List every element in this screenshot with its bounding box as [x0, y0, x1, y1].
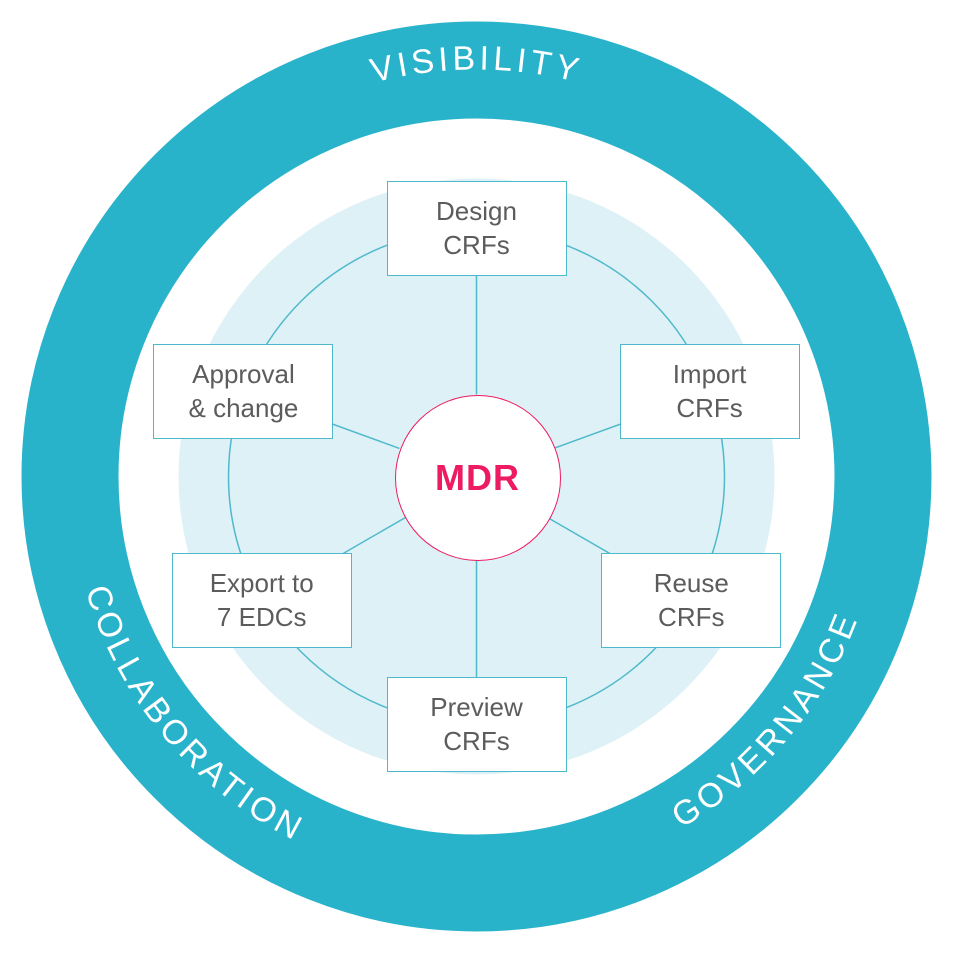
feature-box: Reuse CRFs — [601, 553, 781, 648]
feature-box-text: Export to 7 EDCs — [210, 567, 314, 635]
feature-box-text: Preview CRFs — [430, 691, 522, 759]
feature-box-text: Reuse CRFs — [654, 567, 729, 635]
feature-box: Export to 7 EDCs — [172, 553, 352, 648]
feature-box-line2: CRFs — [443, 726, 509, 756]
feature-box: Import CRFs — [620, 344, 800, 439]
feature-box-text: Approval & change — [189, 358, 299, 426]
feature-box-line1: Design — [436, 196, 517, 226]
hub-circle: MDR — [395, 395, 561, 561]
feature-box: Approval & change — [153, 344, 333, 439]
diagram-container: VISIBILITYGOVERNANCECOLLABORATION MDRDes… — [0, 0, 953, 953]
feature-box-line2: CRFs — [676, 393, 742, 423]
feature-box-line1: Preview — [430, 692, 522, 722]
hub-label: MDR — [435, 457, 520, 499]
feature-box-text: Import CRFs — [673, 358, 747, 426]
feature-box-line1: Approval — [192, 359, 295, 389]
feature-box-line1: Import — [673, 359, 747, 389]
feature-box: Design CRFs — [387, 181, 567, 276]
feature-box-line2: CRFs — [658, 602, 724, 632]
feature-box-text: Design CRFs — [436, 195, 517, 263]
feature-box-line1: Export to — [210, 568, 314, 598]
feature-box-line1: Reuse — [654, 568, 729, 598]
feature-box-line2: CRFs — [443, 230, 509, 260]
feature-box-line2: & change — [189, 393, 299, 423]
feature-box: Preview CRFs — [387, 677, 567, 772]
feature-box-line2: 7 EDCs — [217, 602, 307, 632]
